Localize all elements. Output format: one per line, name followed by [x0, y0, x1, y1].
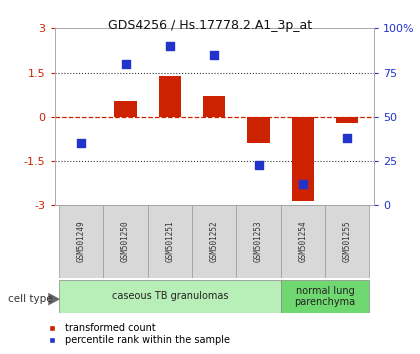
- Point: [78, 141, 84, 146]
- Bar: [159, 75, 181, 117]
- Point: [299, 181, 306, 187]
- Bar: [103, 205, 148, 278]
- Legend: transformed count, percentile rank within the sample: transformed count, percentile rank withi…: [39, 319, 234, 349]
- Bar: [192, 205, 236, 278]
- Bar: [325, 205, 369, 278]
- Text: GSM501255: GSM501255: [343, 221, 352, 262]
- Bar: [281, 205, 325, 278]
- Text: GSM501251: GSM501251: [165, 221, 174, 262]
- Bar: [59, 205, 103, 278]
- Bar: [59, 280, 281, 313]
- Bar: [236, 205, 281, 278]
- Text: GDS4256 / Hs.17778.2.A1_3p_at: GDS4256 / Hs.17778.2.A1_3p_at: [108, 19, 312, 33]
- Text: GSM501253: GSM501253: [254, 221, 263, 262]
- Bar: [114, 101, 136, 117]
- Point: [122, 61, 129, 67]
- Bar: [292, 117, 314, 201]
- Text: cell type: cell type: [8, 294, 53, 304]
- Text: caseous TB granulomas: caseous TB granulomas: [112, 291, 228, 302]
- Bar: [203, 96, 225, 117]
- Bar: [247, 117, 270, 143]
- Point: [255, 162, 262, 167]
- Text: GSM501250: GSM501250: [121, 221, 130, 262]
- Point: [166, 43, 173, 49]
- Polygon shape: [48, 293, 60, 306]
- Text: normal lung
parenchyma: normal lung parenchyma: [294, 286, 356, 307]
- Bar: [148, 205, 192, 278]
- Text: GSM501252: GSM501252: [210, 221, 219, 262]
- Point: [211, 52, 218, 58]
- Point: [344, 135, 351, 141]
- Bar: [281, 280, 369, 313]
- Text: GSM501254: GSM501254: [298, 221, 307, 262]
- Text: GSM501249: GSM501249: [77, 221, 86, 262]
- Bar: [336, 117, 358, 123]
